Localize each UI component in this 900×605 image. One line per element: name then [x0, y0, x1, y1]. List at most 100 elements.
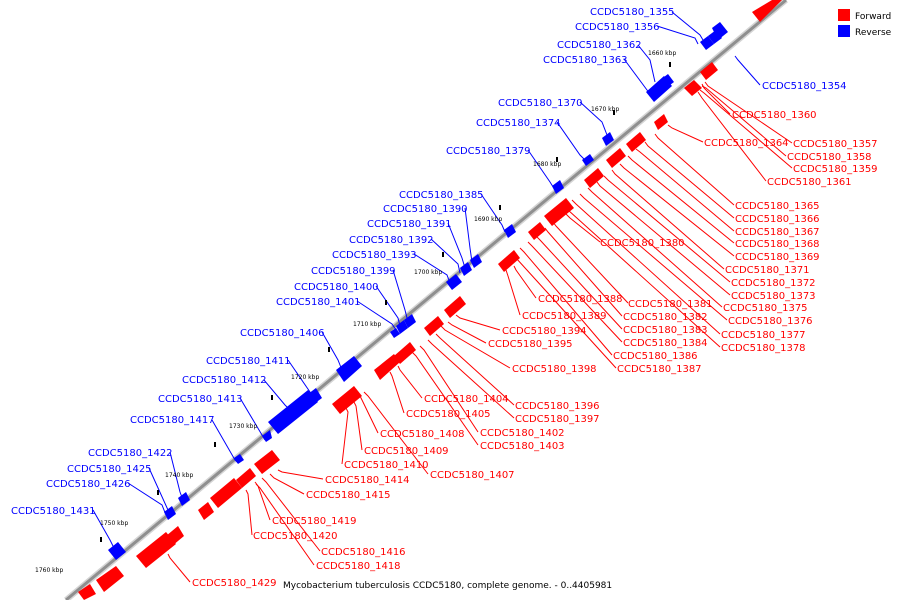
gene-block-1356 — [700, 36, 714, 50]
legend-swatch-forward — [838, 9, 850, 21]
map-caption: Mycobacterium tuberculosis CCDC5180, com… — [283, 581, 612, 591]
gene-label: CCDC5180_1359 — [793, 164, 878, 175]
gene-block-1388 — [498, 250, 520, 272]
leader-line-1402 — [419, 345, 479, 433]
reverse-gene-blocks — [108, 22, 728, 560]
gene-label: CCDC5180_1426 — [46, 479, 131, 490]
leader-line-1356 — [656, 25, 699, 45]
forward-gene-blocks — [78, 0, 782, 600]
leader-line-1374 — [556, 121, 586, 161]
tick-mark-1670 — [613, 110, 615, 115]
gene-label: CCDC5180_1394 — [502, 326, 587, 337]
gene-block-1374 — [582, 154, 594, 166]
gene-label: CCDC5180_1408 — [380, 429, 465, 440]
gene-label: CCDC5180_1364 — [704, 138, 789, 149]
gene-block-1356b — [708, 30, 722, 44]
leader-line-1405 — [389, 371, 405, 414]
tick-label: 1690 kbp — [474, 216, 502, 223]
gene-block-1379 — [552, 180, 564, 194]
tick-mark-1740 — [214, 442, 216, 447]
gene-label: CCDC5180_1382 — [623, 312, 708, 323]
leader-line-1369 — [619, 163, 735, 257]
leader-line-1390 — [464, 207, 473, 263]
gene-label: CCDC5180_1425 — [67, 464, 152, 475]
legend-label-reverse: Reverse — [855, 28, 892, 38]
gene-label: CCDC5180_1357 — [793, 139, 878, 150]
tick-label: 1670 kbp — [591, 106, 619, 113]
gene-label: CCDC5180_1369 — [735, 252, 820, 263]
gene-label: CCDC5180_1417 — [130, 415, 215, 426]
gene-block-1390 — [470, 254, 482, 268]
gene-block-1411 — [268, 390, 318, 434]
gene-label: CCDC5180_1360 — [732, 110, 817, 121]
tick-label: 1750 kbp — [100, 520, 128, 527]
gene-block-1420 — [198, 502, 214, 520]
tick-label: 1710 kbp — [353, 321, 381, 328]
leader-line-1426 — [127, 482, 167, 516]
tick-mark-1710 — [385, 300, 387, 305]
tick-label: 1730 kbp — [229, 423, 257, 430]
leader-line-1407 — [363, 391, 429, 475]
gene-block-1413 — [262, 430, 272, 442]
gene-label: CCDC5180_1370 — [498, 98, 583, 109]
gene-label: CCDC5180_1410 — [344, 460, 429, 471]
gene-label: CCDC5180_1412 — [182, 375, 267, 386]
leader-line-1408 — [359, 395, 379, 434]
gene-label: CCDC5180_1388 — [538, 294, 623, 305]
gene-label: CCDC5180_1407 — [430, 470, 515, 481]
leader-line-1364 — [667, 124, 704, 143]
gene-label: CCDC5180_1419 — [272, 516, 357, 527]
gene-block-1364 — [654, 114, 668, 130]
tick-mark-1680 — [556, 157, 558, 162]
gene-label: CCDC5180_1409 — [364, 446, 449, 457]
leader-line-1413 — [239, 397, 266, 441]
leader-line-1354 — [734, 55, 761, 86]
leader-line-1389 — [505, 269, 521, 316]
gene-label: CCDC5180_1373 — [731, 291, 816, 302]
leader-line-1382 — [544, 227, 623, 317]
gene-label: CCDC5180_1401 — [276, 297, 361, 308]
gene-label: CCDC5180_1376 — [728, 316, 813, 327]
gene-block-1414 — [254, 450, 280, 474]
leader-line-1365 — [654, 133, 735, 206]
gene-label: CCDC5180_1371 — [725, 265, 810, 276]
gene-block-bottom-1 — [96, 566, 124, 592]
gene-block-1429b — [166, 526, 184, 546]
gene-block-1365 — [626, 132, 646, 152]
leader-line-1370 — [579, 101, 608, 136]
leader-line-1416 — [261, 477, 321, 552]
gene-label: CCDC5180_1354 — [762, 81, 847, 92]
tick-label: 1760 kbp — [35, 567, 63, 574]
leader-line-1355 — [671, 11, 704, 41]
legend-label-forward: Forward — [855, 12, 891, 22]
gene-label: CCDC5180_1431 — [11, 506, 96, 517]
reverse-gene-labels: CCDC5180_1355 CCDC5180_1356 CCDC5180_136… — [11, 7, 847, 517]
leader-line-1366 — [644, 141, 735, 219]
gene-block-1358 — [700, 62, 718, 80]
leader-line-1395 — [447, 321, 487, 344]
leader-line-1419 — [254, 481, 271, 521]
leader-line-1404 — [397, 365, 423, 399]
leader-line-1396 — [435, 333, 515, 406]
tick-mark-1750 — [157, 490, 159, 495]
leader-line-1358 — [701, 85, 787, 157]
tick-mark-1660 — [669, 62, 671, 67]
forward-leader-lines — [167, 81, 793, 583]
gene-block-1399 — [404, 314, 416, 328]
gene-label: CCDC5180_1367 — [735, 227, 820, 238]
gene-block-1398 — [374, 354, 400, 380]
gene-label: CCDC5180_1366 — [735, 214, 820, 225]
gene-label: CCDC5180_1415 — [306, 490, 391, 501]
gene-label: CCDC5180_1406 — [240, 328, 325, 339]
gene-label: CCDC5180_1411 — [206, 356, 291, 367]
gene-label: CCDC5180_1378 — [721, 343, 806, 354]
gene-block-1431 — [108, 542, 126, 560]
gene-label: CCDC5180_1375 — [723, 303, 808, 314]
leader-line-1400 — [375, 285, 401, 327]
gene-label: CCDC5180_1384 — [623, 338, 708, 349]
gene-block-1370 — [602, 132, 614, 146]
gene-block-1417 — [234, 454, 244, 464]
tick-labels: 1660 kbp 1670 kbp 1680 kbp 1690 kbp 1700… — [35, 50, 676, 574]
gene-label: CCDC5180_1363 — [543, 55, 628, 66]
